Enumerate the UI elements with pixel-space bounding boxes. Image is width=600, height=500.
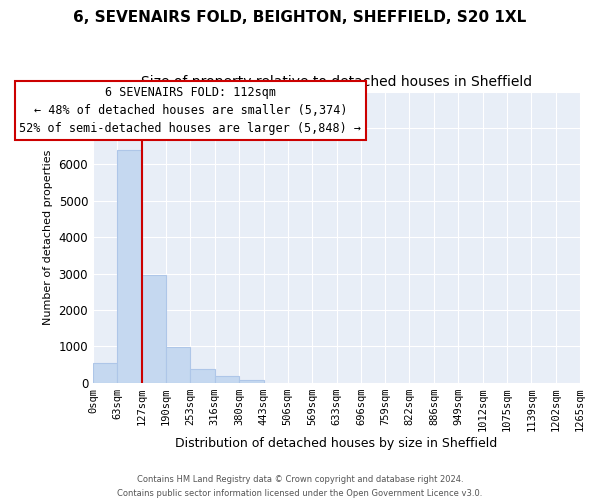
Bar	[93, 363, 117, 383]
Bar	[215, 376, 239, 383]
Bar	[117, 150, 142, 383]
Bar	[142, 276, 166, 383]
X-axis label: Distribution of detached houses by size in Sheffield: Distribution of detached houses by size …	[175, 437, 497, 450]
Bar	[239, 380, 263, 383]
Bar	[166, 348, 190, 383]
Title: Size of property relative to detached houses in Sheffield: Size of property relative to detached ho…	[141, 75, 532, 89]
Text: Contains HM Land Registry data © Crown copyright and database right 2024.
Contai: Contains HM Land Registry data © Crown c…	[118, 476, 482, 498]
Y-axis label: Number of detached properties: Number of detached properties	[43, 150, 53, 325]
Text: 6, SEVENAIRS FOLD, BEIGHTON, SHEFFIELD, S20 1XL: 6, SEVENAIRS FOLD, BEIGHTON, SHEFFIELD, …	[73, 10, 527, 25]
Bar	[190, 369, 215, 383]
Text: 6 SEVENAIRS FOLD: 112sqm
← 48% of detached houses are smaller (5,374)
52% of sem: 6 SEVENAIRS FOLD: 112sqm ← 48% of detach…	[19, 86, 361, 135]
